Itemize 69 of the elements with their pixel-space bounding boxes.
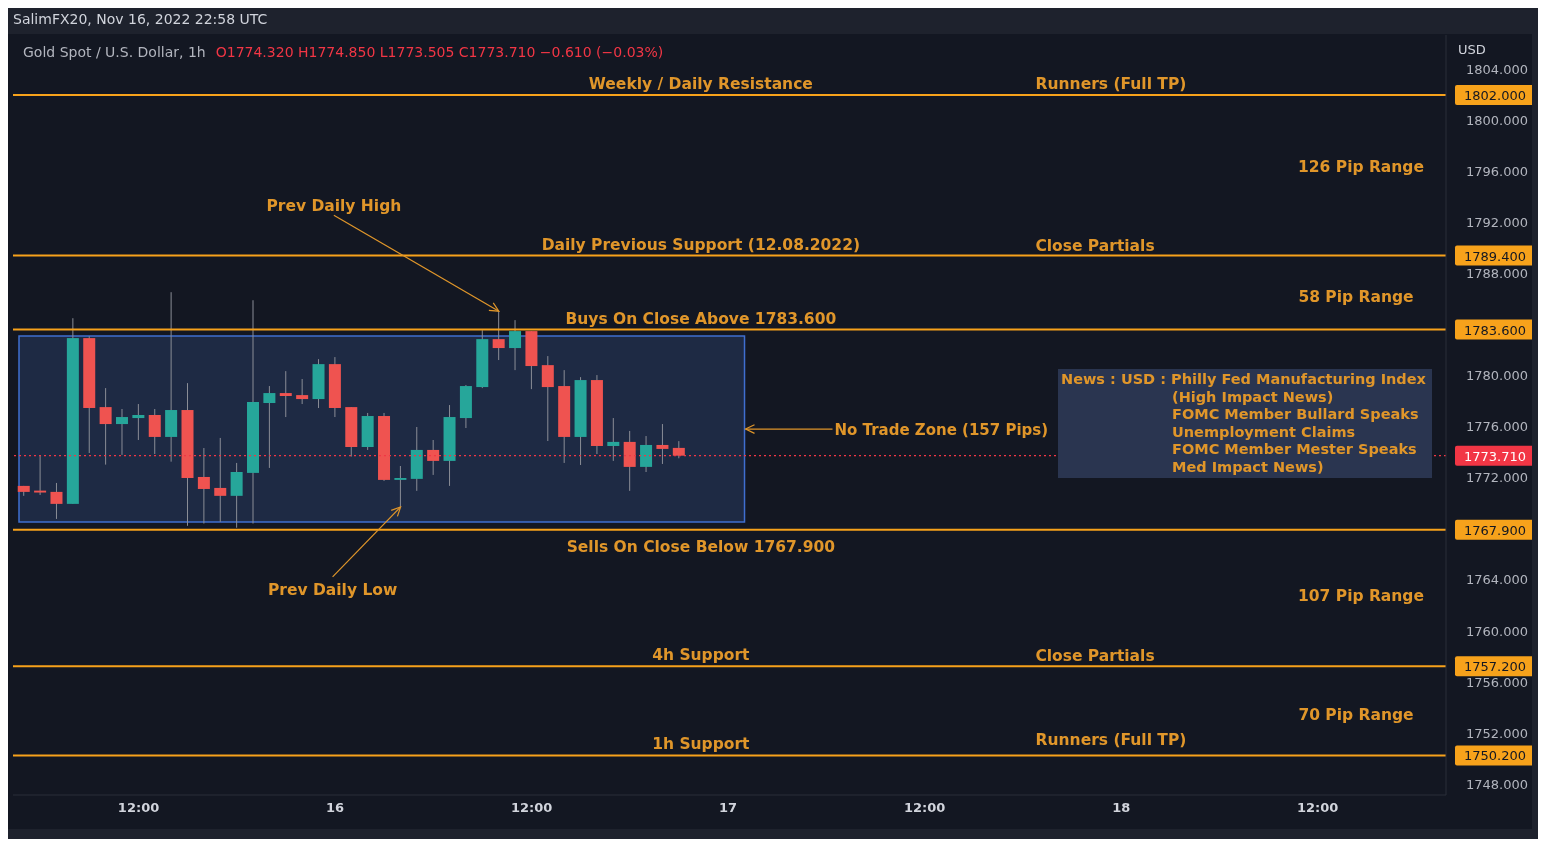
candlestick: [132, 403, 145, 441]
annotation: Close Partials: [1035, 647, 1155, 665]
candlestick: [640, 435, 653, 473]
candlestick: [197, 447, 210, 525]
y-tick-label: 1767.900: [1463, 522, 1527, 538]
x-tick-label: 12:00: [510, 800, 553, 816]
ref-line-label: Buys On Close Above 1783.600: [565, 309, 837, 328]
y-tick-label: 1773.710: [1463, 448, 1527, 464]
y-tick-label: 1788.000: [1466, 266, 1529, 282]
ref-line-label: Daily Previous Support (12.08.2022): [541, 235, 861, 254]
candlestick: [279, 370, 292, 418]
candlestick: [509, 319, 522, 371]
candlestick: [427, 439, 440, 476]
candlestick: [214, 437, 227, 523]
y-tick-label: 1757.200: [1463, 659, 1527, 675]
y-tick-label: 1804.000: [1466, 62, 1529, 78]
y-tick-label: 1756.000: [1466, 674, 1529, 690]
candlestick: [296, 378, 309, 405]
y-tick-label: 1789.400: [1463, 248, 1527, 264]
y-tick-label: 1792.000: [1466, 215, 1529, 231]
text: O1774.320 H1774.850 L1773.505 C1773.710 −0.610 (−0.03%): [215, 44, 664, 60]
y-tick-label: 1796.000: [1466, 164, 1529, 180]
x-tick-label: 12:00: [903, 800, 946, 816]
y-tick-label: 1748.000: [1466, 776, 1529, 792]
annotation: 107 Pip Range: [1298, 587, 1424, 605]
candlestick: [492, 310, 505, 361]
annotation: Close Partials: [1035, 237, 1155, 255]
y-tick-label: 1776.000: [1466, 419, 1529, 435]
annotation: Prev Daily High: [266, 197, 402, 216]
annotation: 70 Pip Range: [1298, 706, 1414, 724]
annotation: Runners (Full TP): [1035, 731, 1187, 749]
y-tick-label: 1780.000: [1466, 368, 1529, 384]
candlestick: [50, 482, 63, 520]
ref-line-label: 1h Support: [652, 735, 751, 754]
y-tick-label: 1760.000: [1466, 623, 1529, 639]
y-tick-label: 1800.000: [1466, 113, 1529, 129]
candlestick: [541, 355, 554, 442]
x-tick-label: 16: [326, 800, 345, 816]
annotation: 58 Pip Range: [1298, 288, 1414, 306]
text: Gold Spot / U.S. Dollar, 1h: [23, 44, 206, 60]
x-tick-label: 18: [1112, 800, 1131, 816]
x-tick-label: 12:00: [117, 800, 160, 816]
y-tick-label: 1772.000: [1466, 470, 1529, 486]
x-tick-label: 17: [719, 800, 738, 816]
note-box: News : USD : Philly Fed Manufacturing Index (High Impact News) FOMC Member Bullard Speaks Unemployment Claims FOMC Member Mester Speaks Med Impact News): [1058, 369, 1432, 478]
candlestick: [34, 455, 47, 496]
candlestick: [656, 423, 669, 465]
text: SalimFX20, Nov 16, 2022 22:58 UTC: [12, 10, 269, 29]
y-tick-label: 1750.200: [1463, 748, 1527, 764]
candlestick: [230, 462, 243, 529]
y-tick-label: 1764.000: [1466, 572, 1529, 588]
candlestick: [394, 465, 407, 508]
candlestick: [115, 408, 128, 456]
candlestick: [263, 385, 276, 469]
y-tick-label: 1802.000: [1463, 87, 1527, 103]
band-label: No Trade Zone (157 Pips): [834, 421, 1049, 440]
annotation: Prev Daily Low: [267, 580, 398, 599]
y-tick-label: 1783.600: [1463, 322, 1527, 338]
y-axis-title: USD: [1458, 42, 1486, 57]
annotation: 126 Pip Range: [1298, 158, 1424, 176]
ref-line-label: Weekly / Daily Resistance: [588, 74, 813, 93]
candlestick: [607, 417, 620, 462]
ref-line-label: 4h Support: [652, 646, 751, 665]
x-tick-label: 12:00: [1297, 800, 1339, 816]
annotation: Runners (Full TP): [1035, 75, 1187, 93]
y-tick-label: 1752.000: [1466, 725, 1529, 741]
candlestick: [99, 387, 112, 466]
ref-line-label: Sells On Close Below 1767.900: [566, 537, 836, 556]
candlestick: [148, 408, 161, 455]
